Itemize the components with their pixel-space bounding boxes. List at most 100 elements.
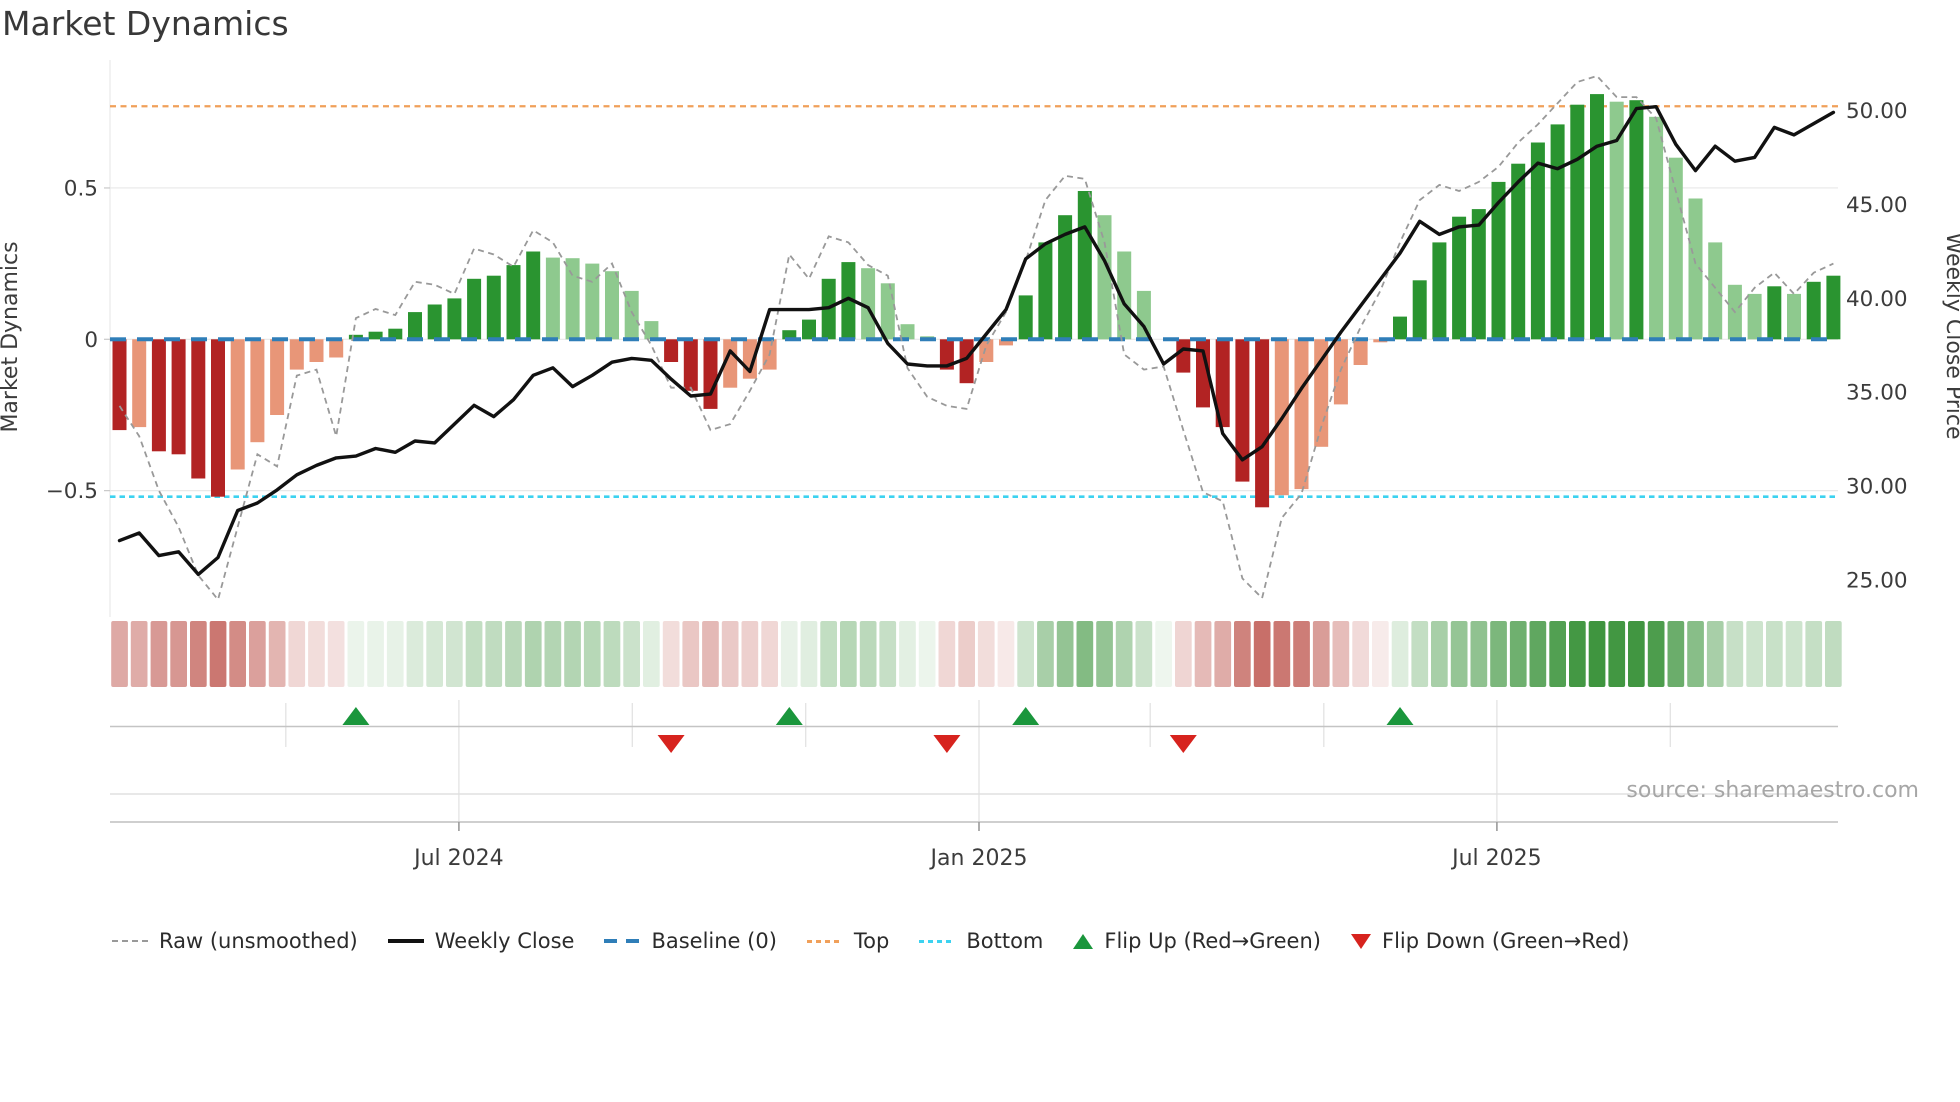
legend-item-raw[interactable]: Raw (unsmoothed) bbox=[112, 929, 358, 953]
heat-cell[interactable] bbox=[1175, 621, 1192, 687]
heat-cell[interactable] bbox=[741, 621, 759, 687]
heat-cell[interactable] bbox=[1726, 621, 1744, 687]
heat-cell[interactable] bbox=[229, 621, 246, 687]
heat-cell[interactable] bbox=[249, 621, 266, 687]
oscillator-bar[interactable] bbox=[900, 324, 915, 340]
heat-cell[interactable] bbox=[1746, 621, 1763, 687]
oscillator-bar[interactable] bbox=[1570, 104, 1585, 340]
heat-cell[interactable] bbox=[1509, 621, 1527, 687]
oscillator-bar[interactable] bbox=[1255, 339, 1270, 508]
heat-cell[interactable] bbox=[761, 621, 778, 687]
oscillator-bar[interactable] bbox=[211, 339, 225, 497]
heat-cell[interactable] bbox=[1056, 621, 1074, 687]
heat-cell[interactable] bbox=[1805, 621, 1823, 687]
oscillator-bar[interactable] bbox=[1353, 339, 1368, 365]
heat-cell[interactable] bbox=[1332, 621, 1350, 687]
heat-cell[interactable] bbox=[190, 621, 207, 687]
heat-cell[interactable] bbox=[465, 621, 483, 687]
oscillator-bar[interactable] bbox=[427, 304, 442, 340]
heat-cell[interactable] bbox=[1825, 621, 1842, 687]
heat-cell[interactable] bbox=[1194, 621, 1212, 687]
heat-cell[interactable] bbox=[111, 621, 128, 687]
oscillator-bar[interactable] bbox=[132, 339, 147, 428]
heat-cell[interactable] bbox=[367, 621, 384, 687]
oscillator-bar[interactable] bbox=[683, 339, 698, 391]
oscillator-bar[interactable] bbox=[1097, 215, 1112, 340]
oscillator-bar[interactable] bbox=[723, 339, 738, 388]
legend-item-close[interactable]: Weekly Close bbox=[387, 929, 574, 953]
oscillator-bar[interactable] bbox=[1747, 293, 1762, 340]
flip-up-marker[interactable] bbox=[1386, 707, 1414, 725]
legend-item-bottom[interactable]: Bottom bbox=[919, 929, 1043, 953]
heat-cell[interactable] bbox=[780, 621, 798, 687]
heat-cell[interactable] bbox=[583, 621, 601, 687]
heat-cell[interactable] bbox=[1312, 621, 1330, 687]
heat-cell[interactable] bbox=[1017, 621, 1034, 687]
flip-up-marker[interactable] bbox=[1012, 707, 1040, 725]
oscillator-bar[interactable] bbox=[230, 339, 245, 470]
oscillator-bar[interactable] bbox=[841, 262, 856, 340]
oscillator-bar[interactable] bbox=[861, 268, 876, 340]
heat-cell[interactable] bbox=[643, 621, 660, 687]
heat-cell[interactable] bbox=[1549, 621, 1566, 687]
oscillator-bar[interactable] bbox=[270, 339, 285, 415]
oscillator-bar[interactable] bbox=[250, 339, 265, 443]
oscillator-bar[interactable] bbox=[1038, 242, 1053, 340]
oscillator-bar[interactable] bbox=[1412, 280, 1427, 340]
heat-cell[interactable] bbox=[209, 621, 227, 687]
oscillator-bar[interactable] bbox=[880, 283, 895, 340]
oscillator-bar[interactable] bbox=[1649, 116, 1664, 340]
legend-item-top[interactable]: Top bbox=[806, 929, 889, 953]
heat-cell[interactable] bbox=[1372, 621, 1389, 687]
oscillator-bar[interactable] bbox=[999, 339, 1013, 346]
heat-cell[interactable] bbox=[662, 621, 680, 687]
oscillator-bar[interactable] bbox=[289, 339, 304, 370]
heat-cell[interactable] bbox=[800, 621, 818, 687]
heat-cell[interactable] bbox=[997, 621, 1015, 687]
heat-cell[interactable] bbox=[1273, 621, 1291, 687]
oscillator-bar[interactable] bbox=[1077, 191, 1092, 340]
oscillator-bar[interactable] bbox=[1471, 209, 1486, 340]
oscillator-bar[interactable] bbox=[1491, 181, 1506, 340]
heat-cell[interactable] bbox=[1135, 621, 1153, 687]
heat-cell[interactable] bbox=[1155, 621, 1172, 687]
oscillator-bar[interactable] bbox=[348, 334, 363, 340]
oscillator-bar[interactable] bbox=[1393, 316, 1407, 340]
heat-cell[interactable] bbox=[485, 621, 503, 687]
heat-cell[interactable] bbox=[446, 621, 463, 687]
legend-item-baseline[interactable]: Baseline (0) bbox=[604, 929, 777, 953]
flip-up-marker[interactable] bbox=[342, 707, 370, 725]
heat-cell[interactable] bbox=[1628, 621, 1645, 687]
heat-cell[interactable] bbox=[1687, 621, 1704, 687]
heat-cell[interactable] bbox=[1411, 621, 1429, 687]
heat-cell[interactable] bbox=[426, 621, 443, 687]
heat-cell[interactable] bbox=[859, 621, 877, 687]
oscillator-bar[interactable] bbox=[1432, 242, 1447, 340]
heat-cell[interactable] bbox=[1706, 621, 1724, 687]
heat-cell[interactable] bbox=[977, 621, 995, 687]
oscillator-bar[interactable] bbox=[191, 339, 206, 479]
oscillator-bar[interactable] bbox=[309, 339, 324, 362]
heat-cell[interactable] bbox=[347, 621, 365, 687]
heat-cell[interactable] bbox=[958, 621, 975, 687]
oscillator-bar[interactable] bbox=[939, 339, 954, 370]
heat-cell[interactable] bbox=[1588, 621, 1606, 687]
oscillator-bar[interactable] bbox=[408, 312, 422, 340]
heat-cell[interactable] bbox=[840, 621, 857, 687]
heat-cell[interactable] bbox=[1096, 621, 1113, 687]
heat-cell[interactable] bbox=[1470, 621, 1488, 687]
oscillator-bar[interactable] bbox=[1117, 251, 1132, 340]
heat-cell[interactable] bbox=[1352, 621, 1369, 687]
heat-cell[interactable] bbox=[1569, 621, 1586, 687]
heat-cell[interactable] bbox=[150, 621, 168, 687]
oscillator-bar[interactable] bbox=[644, 321, 659, 340]
heat-cell[interactable] bbox=[524, 621, 542, 687]
heat-cell[interactable] bbox=[564, 621, 581, 687]
heat-cell[interactable] bbox=[1766, 621, 1783, 687]
oscillator-bar[interactable] bbox=[112, 339, 127, 431]
flip-down-marker[interactable] bbox=[657, 735, 685, 753]
oscillator-bar[interactable] bbox=[1196, 339, 1210, 408]
oscillator-bar[interactable] bbox=[703, 339, 718, 409]
oscillator-bar[interactable] bbox=[1018, 295, 1033, 340]
oscillator-bar[interactable] bbox=[624, 290, 639, 340]
